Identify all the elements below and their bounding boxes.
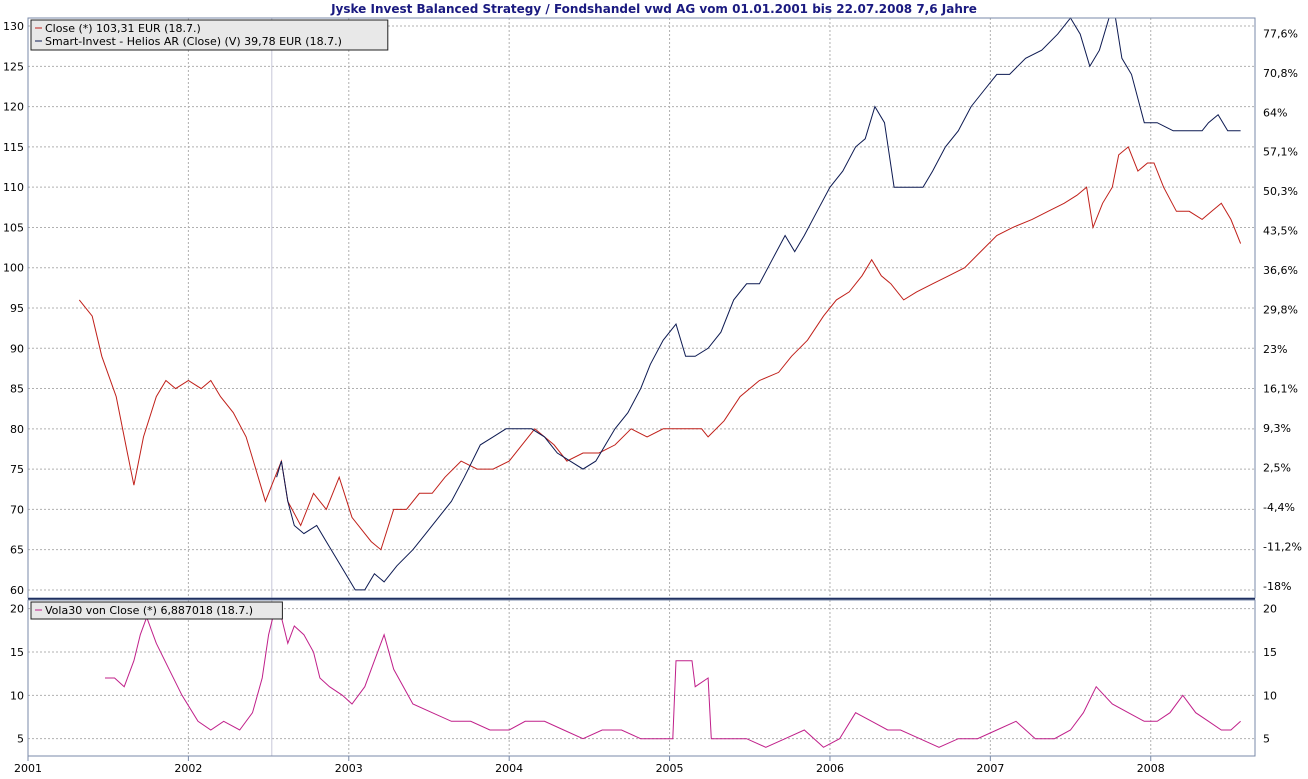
y-tick-label-right: 57,1% <box>1263 146 1298 159</box>
x-tick-label: 2001 <box>14 762 42 775</box>
y-tick-label-right: 64% <box>1263 106 1287 119</box>
legend-box <box>30 19 389 51</box>
y-tick-label-left: 115 <box>3 141 24 154</box>
series-line-1 <box>276 17 1241 591</box>
plot-frame <box>27 599 1256 757</box>
y-tick-label-left: 130 <box>3 20 24 33</box>
y-tick-label-left: 110 <box>3 181 24 194</box>
y-tick-label-right: 36,6% <box>1263 264 1298 277</box>
y-tick-label-right: 2,5% <box>1263 462 1291 475</box>
y-tick-label-right: 20 <box>1263 603 1277 616</box>
y-tick-label-left: 65 <box>10 544 24 557</box>
legend: Vola30 von Close (*) 6,887018 (18.7.) <box>30 601 283 620</box>
x-tick-label: 2005 <box>656 762 684 775</box>
legend-entry: Smart-Invest - Helios AR (Close) (V) 39,… <box>45 35 342 48</box>
y-tick-label-left: 95 <box>10 302 24 315</box>
y-tick-label-right: 16,1% <box>1263 383 1298 396</box>
y-tick-label-right: 5 <box>1263 733 1270 746</box>
y-tick-label-right: 70,8% <box>1263 67 1298 80</box>
legend-entry: Close (*) 103,31 EUR (18.7.) <box>45 22 201 35</box>
y-tick-label-left: 10 <box>10 689 24 702</box>
y-tick-label-right: -4,4% <box>1263 501 1295 514</box>
y-tick-label-right: 50,3% <box>1263 185 1298 198</box>
y-tick-label-left: 75 <box>10 463 24 476</box>
y-tick-label-left: 5 <box>17 733 24 746</box>
series-line-0 <box>105 607 1241 748</box>
y-tick-label-right: 15 <box>1263 646 1277 659</box>
y-tick-label-right: -18% <box>1263 580 1291 593</box>
chart-title: Jyske Invest Balanced Strategy / Fondsha… <box>330 2 977 16</box>
y-tick-label-left: 60 <box>10 584 24 597</box>
x-tick-label: 2007 <box>976 762 1004 775</box>
y-tick-label-left: 90 <box>10 342 24 355</box>
x-tick-label: 2002 <box>174 762 202 775</box>
y-tick-label-right: 9,3% <box>1263 422 1291 435</box>
y-tick-label-right: 29,8% <box>1263 304 1298 317</box>
y-tick-label-right: 23% <box>1263 343 1287 356</box>
y-tick-label-right: 10 <box>1263 689 1277 702</box>
series-line-0 <box>78 146 1242 551</box>
y-tick-label-left: 20 <box>10 603 24 616</box>
y-tick-label-left: 105 <box>3 221 24 234</box>
x-tick-label: 2004 <box>495 762 523 775</box>
x-tick-label: 2008 <box>1137 762 1165 775</box>
x-tick-label: 2003 <box>335 762 363 775</box>
y-tick-label-right: 77,6% <box>1263 27 1298 40</box>
legend-entry: Vola30 von Close (*) 6,887018 (18.7.) <box>45 604 253 617</box>
x-tick-label: 2006 <box>816 762 844 775</box>
y-tick-label-right: -11,2% <box>1263 540 1302 553</box>
y-tick-label-right: 43,5% <box>1263 225 1298 238</box>
y-tick-label-left: 15 <box>10 646 24 659</box>
x-axis: 2001 2002 2003 2004 2005 2006 2007 2008 <box>14 756 1165 775</box>
legend: Close (*) 103,31 EUR (18.7.)Smart-Invest… <box>30 19 389 51</box>
plot-area <box>28 600 1255 756</box>
legend-box <box>30 601 283 620</box>
main-chart-panel: 60 65 70 75 80 85 90 95 100 105 110 115 120 125 130 -18… <box>3 17 1302 600</box>
y-tick-label-left: 125 <box>3 60 24 73</box>
volatility-panel: 5 10 15 20 5 10 15 20 Vola30 von Close (*) 6,887… <box>10 599 1277 757</box>
y-tick-label-left: 70 <box>10 503 24 516</box>
y-tick-label-left: 120 <box>3 101 24 114</box>
y-tick-label-left: 100 <box>3 262 24 275</box>
y-tick-label-left: 85 <box>10 383 24 396</box>
y-tick-label-left: 80 <box>10 423 24 436</box>
